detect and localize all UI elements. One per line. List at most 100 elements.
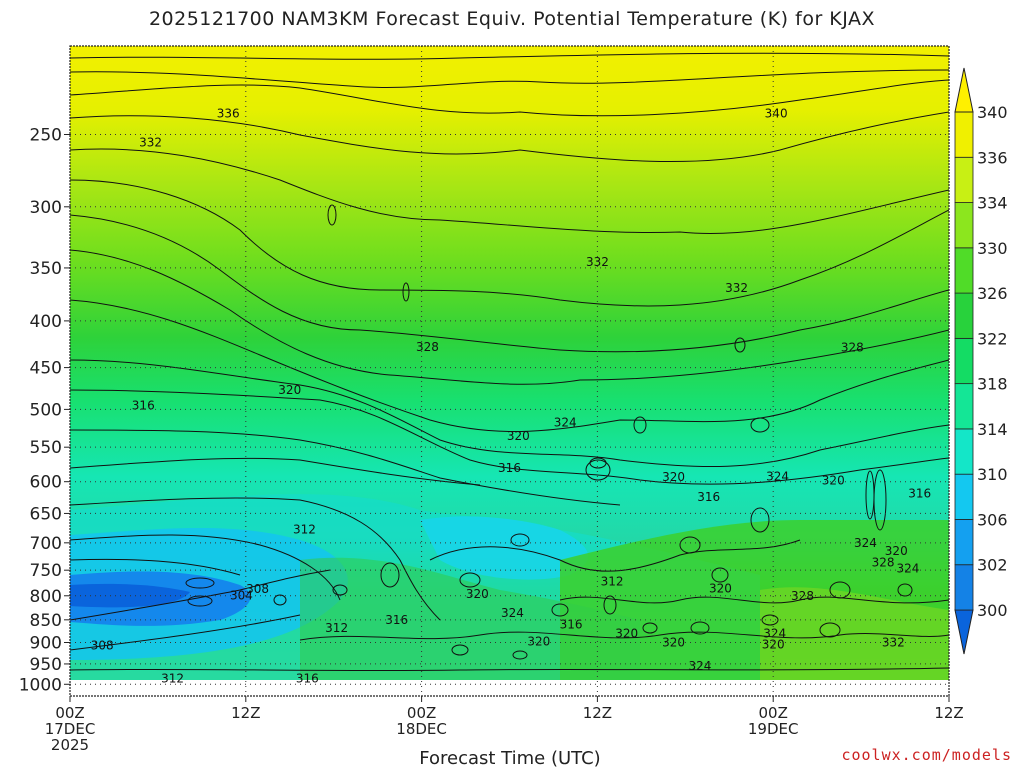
y-tick-label: 600 [30, 473, 62, 493]
credit-text[interactable]: coolwx.com/models [841, 746, 1012, 764]
colorbar-high-arrow [954, 67, 974, 113]
contour-label: 336 [217, 106, 240, 120]
colorbar-segment [954, 111, 974, 158]
y-tick-label: 750 [30, 561, 62, 581]
contour-label: 332 [586, 255, 609, 269]
colorbar-label: 314 [977, 420, 1008, 439]
contour-label: 320 [709, 581, 732, 595]
y-tick-label: 850 [30, 611, 62, 631]
colorbar-label: 330 [977, 239, 1008, 258]
colorbar-segment [954, 564, 974, 611]
contour-label: 304 [230, 588, 253, 602]
contour-label: 320 [662, 470, 685, 484]
y-tick-label: 900 [30, 633, 62, 653]
contour-label: 324 [897, 562, 920, 576]
y-tick-label: 950 [30, 655, 62, 675]
colorbar-label: 310 [977, 465, 1008, 484]
contour-label: 332 [139, 135, 162, 149]
colorbar-segment [954, 383, 974, 430]
colorbar-label: 322 [977, 329, 1008, 348]
contour-label: 316 [908, 486, 931, 500]
colorbar-label: 334 [977, 194, 1008, 213]
contour-label: 320 [278, 383, 301, 397]
colorbar-label: 302 [977, 556, 1008, 575]
contour-label: 312 [161, 671, 184, 685]
x-tick-label: 18DEC [396, 720, 447, 738]
theta-e-field [70, 46, 949, 680]
colorbar-label: 336 [977, 148, 1008, 167]
contour-label: 316 [498, 461, 521, 475]
colorbar-low-arrow [954, 609, 974, 655]
colorbar-segment [954, 156, 974, 203]
contour-label: 340 [765, 106, 788, 120]
colorbar-segment [954, 337, 974, 385]
x-tick-label: 17DEC [45, 720, 96, 738]
y-tick-label: 650 [30, 504, 62, 524]
x-tick-label: 19DEC [748, 720, 799, 738]
y-tick-label: 350 [30, 259, 62, 279]
contour-label: 328 [791, 589, 814, 603]
contour-label: 320 [822, 473, 845, 487]
y-tick-label: 400 [30, 312, 62, 332]
x-axis-label: Forecast Time (UTC) [419, 748, 600, 768]
colorbar-label: 318 [977, 375, 1008, 394]
contour-label: 320 [615, 627, 638, 641]
contour-label: 328 [841, 341, 864, 355]
y-tick-label: 700 [30, 534, 62, 554]
chart-title: 2025121700 NAM3KM Forecast Equiv. Potent… [148, 8, 876, 30]
contour-label: 320 [762, 638, 785, 652]
contour-label: 312 [293, 523, 316, 537]
colorbar-segment [954, 292, 974, 339]
contour-label: 324 [501, 606, 524, 620]
contour-label: 332 [725, 281, 748, 295]
contour-label: 320 [662, 635, 685, 649]
y-tick-label: 500 [30, 400, 62, 420]
contour-label: 316 [385, 613, 408, 627]
colorbar: 300 302 306 310 314 318 322 326 330 334 336 340 [954, 67, 1008, 655]
y-tick-label: 800 [30, 587, 62, 607]
contour-label: 320 [885, 544, 908, 558]
contour-label: 328 [872, 556, 895, 570]
contour-label: 328 [416, 340, 439, 354]
contour-label: 324 [766, 469, 789, 483]
contour-label: 320 [466, 587, 489, 601]
contour-label: 316 [560, 617, 583, 631]
x-tick-label: 12Z [583, 704, 612, 722]
y-tick-label: 300 [30, 198, 62, 218]
contour-label: 316 [132, 398, 155, 412]
x-tick-label: 00Z [759, 704, 788, 722]
contour-label: 324 [554, 416, 577, 430]
y-axis: 2503003504004505005506006507007508008509… [19, 125, 62, 695]
colorbar-segment [954, 247, 974, 294]
y-tick-label: 550 [30, 438, 62, 458]
y-tick-label: 450 [30, 359, 62, 379]
colorbar-segment [954, 473, 974, 520]
contour-label: 324 [688, 659, 711, 673]
colorbar-segment [954, 519, 974, 566]
contour-label: 316 [697, 490, 720, 504]
y-tick-label: 1000 [19, 675, 62, 695]
x-tick-label: 12Z [934, 704, 963, 722]
contour-label: 312 [325, 621, 348, 635]
x-tick-label: 2025 [51, 736, 89, 754]
x-tick-label: 00Z [55, 704, 84, 722]
x-tick-label: 12Z [231, 704, 260, 722]
contour-label: 320 [507, 429, 530, 443]
colorbar-label: 340 [977, 103, 1008, 122]
contour-label: 308 [246, 582, 269, 596]
y-tick-label: 250 [30, 125, 62, 145]
colorbar-segment [954, 202, 974, 249]
plot-frame [69, 45, 950, 697]
contour-lines [70, 52, 949, 672]
contour-label: 320 [527, 635, 550, 649]
contour-label: 316 [296, 671, 319, 685]
contour-label: 308 [91, 639, 114, 653]
colorbar-label: 326 [977, 284, 1008, 303]
colorbar-segment [954, 428, 974, 475]
colorbar-label: 300 [977, 601, 1008, 620]
x-tick-label: 00Z [407, 704, 436, 722]
colorbar-label: 306 [977, 510, 1008, 529]
